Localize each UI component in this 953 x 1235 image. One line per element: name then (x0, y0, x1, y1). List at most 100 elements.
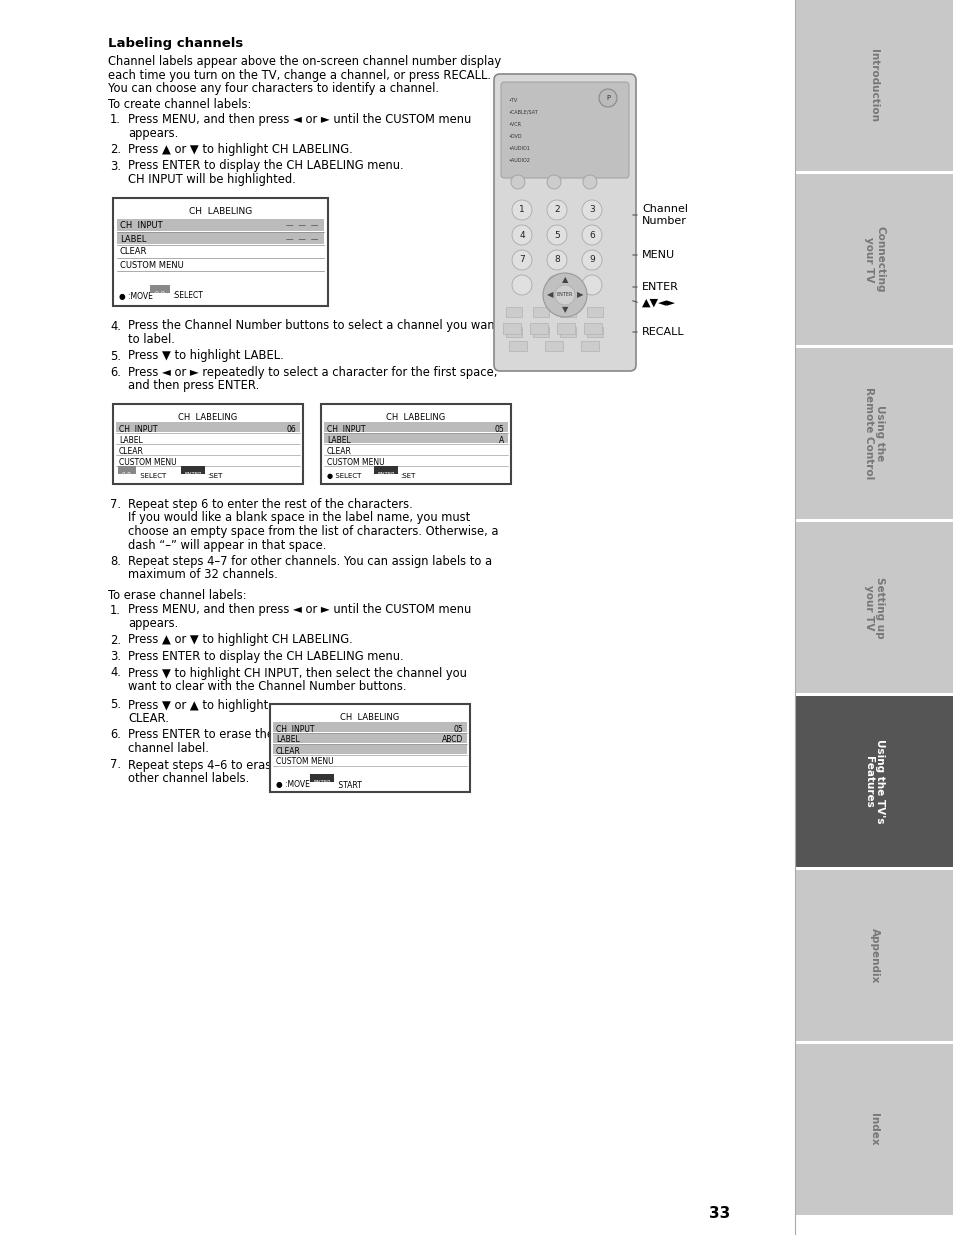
Circle shape (546, 275, 566, 295)
Text: You can choose any four characters to identify a channel.: You can choose any four characters to id… (108, 82, 438, 95)
Text: Index: Index (868, 1113, 879, 1146)
Bar (117, 245, 324, 257)
Circle shape (512, 225, 532, 245)
Bar (181, 466, 205, 474)
Text: ENTER: ENTER (376, 473, 395, 478)
Text: ENTER: ENTER (313, 781, 331, 785)
Text: CLEAR.: CLEAR. (128, 713, 169, 725)
Text: LABEL: LABEL (275, 736, 299, 745)
Bar (324, 454, 507, 466)
Text: Press ▼ to highlight CH INPUT, then select the channel you: Press ▼ to highlight CH INPUT, then sele… (128, 667, 466, 679)
Bar (586, 308, 602, 317)
Bar (533, 327, 548, 337)
Bar (116, 422, 299, 432)
Bar (273, 732, 467, 742)
Circle shape (546, 175, 560, 189)
Text: •AUDIO2: •AUDIO2 (507, 158, 529, 163)
Text: ▶: ▶ (577, 290, 582, 300)
Bar (505, 327, 521, 337)
Bar (544, 341, 562, 351)
Text: A: A (498, 436, 503, 445)
Text: Using the
Remote Control: Using the Remote Control (862, 388, 884, 479)
Text: 05: 05 (453, 725, 462, 734)
Text: 7.: 7. (110, 758, 121, 772)
Text: 05: 05 (494, 425, 503, 433)
Text: CH  INPUT: CH INPUT (327, 425, 365, 433)
Bar (324, 433, 507, 443)
Circle shape (555, 285, 575, 305)
Text: CLEAR: CLEAR (327, 447, 352, 456)
Circle shape (512, 275, 532, 295)
Text: Repeat step 6 to enter the rest of the characters.: Repeat step 6 to enter the rest of the c… (128, 498, 413, 511)
Text: appears.: appears. (128, 618, 178, 630)
Text: 06: 06 (286, 425, 295, 433)
Circle shape (598, 89, 617, 107)
Bar (559, 327, 576, 337)
Bar (580, 341, 598, 351)
Bar (374, 466, 397, 474)
Text: 4.: 4. (110, 320, 121, 332)
Text: CLEAR: CLEAR (275, 746, 300, 756)
Text: LABEL: LABEL (120, 235, 146, 243)
Text: CLEAR: CLEAR (119, 447, 144, 456)
Text: 2: 2 (554, 205, 559, 215)
Text: CH  LABELING: CH LABELING (386, 412, 445, 422)
Text: and then press ENTER.: and then press ENTER. (128, 379, 259, 393)
Text: :SET: :SET (207, 473, 222, 479)
Bar (583, 324, 601, 333)
Text: 5: 5 (554, 231, 559, 240)
Text: dash “–” will appear in that space.: dash “–” will appear in that space. (128, 538, 326, 552)
Circle shape (512, 200, 532, 220)
Text: —  —  —: — — — (285, 235, 317, 243)
Text: SELECT: SELECT (138, 473, 166, 479)
Text: 9: 9 (589, 256, 595, 264)
Text: Labeling channels: Labeling channels (108, 37, 243, 49)
Bar (273, 721, 467, 731)
Text: LABEL: LABEL (327, 436, 351, 445)
Text: Appendix: Appendix (868, 927, 879, 983)
Text: To create channel labels:: To create channel labels: (108, 99, 251, 111)
Text: 0–9: 0–9 (122, 473, 132, 478)
Text: 6.: 6. (110, 729, 121, 741)
Text: ENTER: ENTER (184, 473, 202, 478)
Text: ▲: ▲ (561, 275, 568, 284)
Text: CH  INPUT: CH INPUT (120, 221, 162, 231)
Text: 7.: 7. (110, 498, 121, 511)
Text: Introduction: Introduction (868, 49, 879, 122)
Text: Press ▼ or ▲ to highlight: Press ▼ or ▲ to highlight (128, 699, 268, 711)
Text: •DVD: •DVD (507, 133, 521, 138)
Text: Press ◄ or ► repeatedly to select a character for the first space,: Press ◄ or ► repeatedly to select a char… (128, 366, 497, 379)
Bar (557, 324, 575, 333)
Text: ▲▼◄►: ▲▼◄► (641, 298, 676, 308)
Text: CH  LABELING: CH LABELING (178, 412, 237, 422)
Bar (270, 704, 470, 792)
Text: 2.: 2. (110, 634, 121, 646)
Text: to label.: to label. (128, 333, 174, 346)
Bar (112, 404, 303, 484)
Bar (273, 755, 467, 764)
Text: Press ENTER to erase the: Press ENTER to erase the (128, 729, 274, 741)
Text: want to clear with the Channel Number buttons.: want to clear with the Channel Number bu… (128, 680, 406, 693)
Text: CH  LABELING: CH LABELING (340, 713, 399, 721)
Text: 5.: 5. (110, 699, 121, 711)
Text: channel label.: channel label. (128, 742, 209, 755)
Text: 8: 8 (554, 256, 559, 264)
Text: 6: 6 (589, 231, 595, 240)
Text: maximum of 32 channels.: maximum of 32 channels. (128, 568, 277, 582)
Text: CH  INPUT: CH INPUT (275, 725, 314, 734)
Bar (530, 324, 547, 333)
Text: 2.: 2. (110, 143, 121, 156)
Bar (116, 445, 299, 454)
Bar (794, 522, 953, 693)
Text: RECALL: RECALL (641, 327, 684, 337)
Text: •VCR: •VCR (507, 121, 520, 126)
Text: LABEL: LABEL (119, 436, 143, 445)
Text: :SELECT: :SELECT (172, 291, 203, 300)
Text: Repeat steps 4–7 for other channels. You can assign labels to a: Repeat steps 4–7 for other channels. You… (128, 555, 492, 568)
Text: •AUDIO1: •AUDIO1 (507, 146, 529, 151)
Text: 3: 3 (589, 205, 595, 215)
Circle shape (546, 249, 566, 270)
Circle shape (581, 249, 601, 270)
Text: Using the TV's
Features: Using the TV's Features (862, 740, 884, 824)
Text: Channel labels appear above the on-screen channel number display: Channel labels appear above the on-scree… (108, 56, 500, 68)
